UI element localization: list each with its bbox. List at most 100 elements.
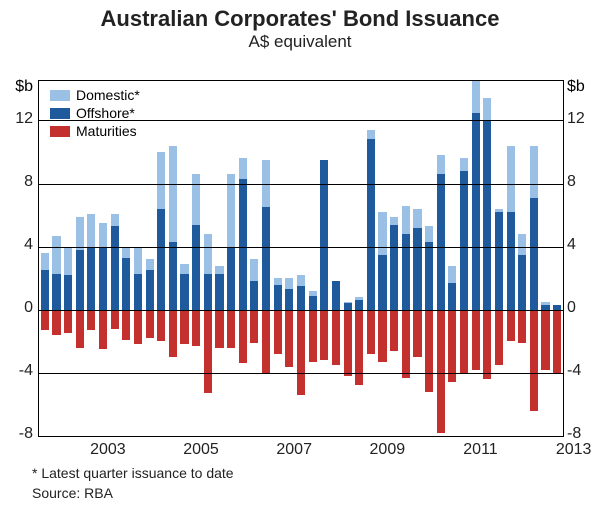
x-tick (179, 436, 180, 437)
bar-offshore (285, 289, 293, 310)
bar-maturities (134, 310, 142, 345)
bar-domestic (530, 146, 538, 198)
bar-domestic (437, 155, 445, 174)
bar-group (262, 81, 270, 436)
bar-offshore (169, 242, 177, 310)
bar-group (507, 81, 515, 436)
x-tick (551, 436, 552, 437)
bar-maturities (239, 310, 247, 364)
bar-maturities (425, 310, 433, 392)
bar-domestic (169, 146, 177, 242)
bar-offshore (483, 120, 491, 309)
legend-swatch (50, 108, 70, 119)
bar-domestic (425, 226, 433, 242)
y-tick-label-left: 12 (15, 110, 33, 128)
x-tick (505, 436, 506, 437)
bar-domestic (87, 214, 95, 247)
x-tick-label: 2005 (183, 441, 219, 459)
bar-maturities (553, 310, 561, 373)
legend-item: Maturities (50, 122, 140, 140)
bar-offshore (320, 160, 328, 310)
y-tick-label-left: -4 (19, 362, 33, 380)
bar-group (413, 81, 421, 436)
legend-label: Maturities (76, 123, 137, 139)
bar-maturities (76, 310, 84, 348)
bar-maturities (52, 310, 60, 335)
bar-offshore (355, 300, 363, 309)
bar-group (285, 81, 293, 436)
bar-domestic (495, 209, 503, 212)
bar-offshore (402, 234, 410, 310)
bar-group (297, 81, 305, 436)
bar-group (169, 81, 177, 436)
bar-offshore (297, 286, 305, 310)
bar-domestic (390, 217, 398, 225)
axis-unit-label: $b (15, 78, 33, 96)
x-tick (365, 436, 366, 437)
bar-offshore (157, 209, 165, 310)
bar-offshore (425, 242, 433, 310)
x-tick-label: 2011 (463, 441, 497, 459)
bar-group (320, 81, 328, 436)
bar-maturities (64, 310, 72, 334)
y-tick-label-right: 4 (567, 236, 576, 254)
bar-domestic (157, 152, 165, 209)
bar-group (495, 81, 503, 436)
bar-offshore (76, 250, 84, 310)
bar-maturities (367, 310, 375, 354)
bar-domestic (402, 206, 410, 234)
bar-offshore (274, 285, 282, 310)
bar-offshore (99, 248, 107, 310)
bar-maturities (448, 310, 456, 383)
legend-item: Offshore* (50, 104, 140, 122)
bar-maturities (169, 310, 177, 357)
bar-group (378, 81, 386, 436)
bar-offshore (262, 207, 270, 310)
y-tick-label-right: 0 (567, 299, 576, 317)
bar-domestic (413, 209, 421, 228)
bar-domestic (134, 247, 142, 274)
bar-offshore (530, 198, 538, 310)
bar-offshore (64, 275, 72, 310)
bar-domestic (41, 253, 49, 270)
legend-label: Domestic* (76, 87, 140, 103)
bar-domestic (204, 234, 212, 273)
x-tick-label: 2007 (276, 441, 312, 459)
chart-container: Australian Corporates' Bond Issuance A$ … (0, 0, 600, 521)
bar-group (390, 81, 398, 436)
bar-offshore (146, 270, 154, 309)
y-tick-label-right: 12 (567, 110, 585, 128)
bar-maturities (541, 310, 549, 370)
bar-domestic (64, 247, 72, 275)
legend-label: Offshore* (76, 105, 135, 121)
y-tick-label-left: -8 (19, 425, 33, 443)
bar-maturities (204, 310, 212, 394)
bar-maturities (192, 310, 200, 346)
bar-maturities (111, 310, 119, 329)
bar-domestic (472, 81, 480, 113)
bar-group (157, 81, 165, 436)
bar-domestic (180, 264, 188, 273)
grid-line (39, 247, 563, 248)
bar-maturities (507, 310, 515, 342)
bar-group (274, 81, 282, 436)
bar-maturities (495, 310, 503, 365)
bar-domestic (99, 223, 107, 248)
bar-maturities (378, 310, 386, 362)
bar-domestic (483, 98, 491, 120)
bar-domestic (192, 174, 200, 224)
bar-offshore (52, 274, 60, 310)
bar-offshore (507, 212, 515, 310)
bar-group (437, 81, 445, 436)
bar-group (518, 81, 526, 436)
bar-group (41, 81, 49, 436)
bar-domestic (507, 146, 515, 212)
bar-group (250, 81, 258, 436)
bar-group (332, 81, 340, 436)
bar-domestic (239, 158, 247, 179)
bar-maturities (344, 310, 352, 376)
bar-domestic (250, 259, 258, 281)
bar-offshore (495, 212, 503, 310)
bar-offshore (239, 179, 247, 310)
bar-maturities (483, 310, 491, 379)
